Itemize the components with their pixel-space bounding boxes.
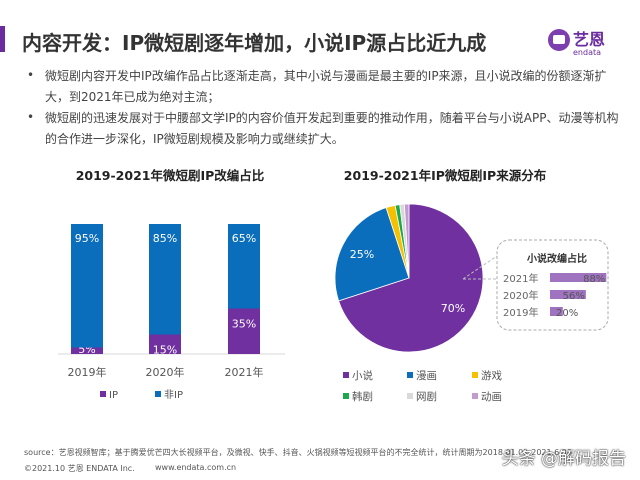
inset-bar [550,307,563,316]
legend-swatch [472,393,478,399]
legend-swatch [343,393,349,399]
x-tick-label: 2020年 [146,365,185,379]
bar-data-label: 15% [153,344,177,357]
legend-swatch [343,372,349,378]
inset-data-label: 88% [583,274,605,285]
bar-非IP [71,224,103,348]
pie-data-label: 70% [441,302,465,315]
legend-swatch [407,393,413,399]
legend-label: 韩剧 [352,390,373,403]
legend-swatch [472,372,478,378]
legend-label: 动画 [481,391,502,403]
page-title: 内容开发：IP微短剧逐年增加，小说IP源占比近九成 [22,31,487,55]
inset-bar [550,290,586,299]
inset-title: 小说改编占比 [526,252,587,265]
legend-swatch [155,391,161,397]
inset-category: 2021年 [503,272,538,285]
bar-IP [228,308,260,354]
source-note: source：艺恩视频智库；基于腾爱优芒四大长视频平台，及微视、快手、抖音、火锅… [24,448,572,457]
legend-label: 游戏 [481,369,502,382]
x-tick-label: 2021年 [225,365,264,379]
svg-text:艺恩: 艺恩 [573,30,605,49]
bullet-icon: • [27,110,35,124]
bullet-text: 微短剧内容开发中IP改编作品占比逐渐走高，其中小说与漫画是最主要的IP来源，且小… [45,69,607,104]
pie-slice-动画 [403,203,410,279]
endata-logo: 艺恩 endata [545,24,625,57]
leader-line [462,255,498,280]
pie-slice-漫画 [334,207,410,302]
inset-bar [550,273,607,282]
bar-非IP [149,224,181,335]
legend-swatch [100,391,106,397]
inset-box [496,239,609,331]
x-tick-label: 2019年 [68,365,107,379]
watermark: 头条 @解码报告 [501,449,626,469]
bar-IP [149,334,181,354]
inset-category: 2019年 [503,306,538,319]
pie-data-label: 25% [350,248,374,261]
bar-非IP [228,224,260,309]
inset-category: 2020年 [503,289,538,302]
pie-chart-title: 2019-2021年IP微短剧IP来源分布 [343,168,547,183]
bar-IP [71,347,103,354]
copyright: ©2021.10 艺恩 ENDATA Inc. [24,464,135,473]
inset-data-label: 56% [563,291,585,302]
pie-slice-小说 [338,203,484,353]
bar-data-label: 35% [232,318,256,331]
svg-text:endata: endata [573,48,601,56]
legend-label: IP [109,390,118,401]
legend-swatch [407,372,413,378]
inset-data-label: 20% [556,308,578,319]
bullet-icon: • [27,68,35,82]
bar-data-label: 85% [153,232,177,245]
legend-label: 非IP [164,389,183,401]
title-accent-bar [0,26,5,52]
legend-label: 小说 [352,369,373,382]
website-link[interactable]: www.endata.com.cn [155,463,237,472]
bullet-text: 微短剧的迅速发展对于中腰部文学IP的内容价值开发起到重要的推动作用，随着平台与小… [45,111,619,146]
legend-label: 漫画 [416,369,437,382]
bar-data-label: 95% [75,232,99,245]
legend-label: 网剧 [416,391,437,403]
bar-chart-title: 2019-2021年微短剧IP改编占比 [75,168,265,183]
bar-data-label: 65% [232,232,256,245]
